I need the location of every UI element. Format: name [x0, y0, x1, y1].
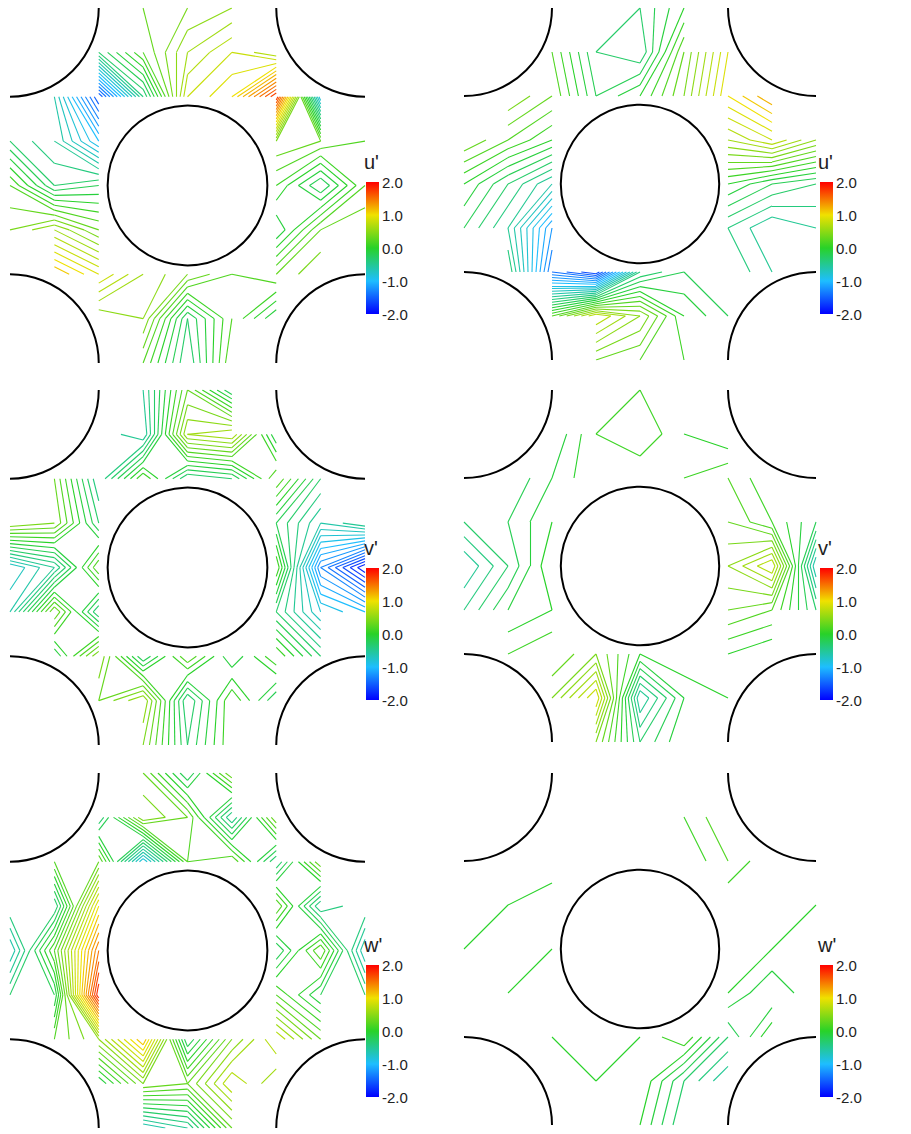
svg-text:-1.0: -1.0 [382, 1056, 408, 1073]
svg-text:w': w' [817, 934, 836, 956]
svg-text:w': w' [363, 934, 382, 956]
svg-text:0.0: 0.0 [836, 626, 857, 643]
svg-text:-2.0: -2.0 [382, 692, 408, 709]
svg-text:-1.0: -1.0 [836, 273, 862, 290]
svg-text:0.0: 0.0 [836, 1023, 857, 1040]
svg-text:1.0: 1.0 [836, 990, 857, 1007]
svg-text:-2.0: -2.0 [382, 306, 408, 323]
svg-text:-2.0: -2.0 [382, 1089, 408, 1106]
svg-text:2.0: 2.0 [836, 560, 857, 577]
svg-text:1.0: 1.0 [382, 990, 403, 1007]
svg-text:0.0: 0.0 [836, 240, 857, 257]
svg-text:1.0: 1.0 [836, 593, 857, 610]
svg-text:2.0: 2.0 [836, 957, 857, 974]
svg-text:v': v' [818, 537, 832, 559]
svg-text:2.0: 2.0 [382, 560, 403, 577]
svg-text:-1.0: -1.0 [382, 659, 408, 676]
svg-text:1.0: 1.0 [836, 207, 857, 224]
svg-text:u': u' [364, 151, 379, 173]
svg-text:2.0: 2.0 [382, 957, 403, 974]
svg-text:1.0: 1.0 [382, 593, 403, 610]
svg-text:0.0: 0.0 [382, 240, 403, 257]
svg-text:-1.0: -1.0 [836, 1056, 862, 1073]
svg-text:1.0: 1.0 [382, 207, 403, 224]
svg-text:-1.0: -1.0 [836, 659, 862, 676]
svg-text:0.0: 0.0 [382, 1023, 403, 1040]
svg-text:2.0: 2.0 [836, 174, 857, 191]
svg-text:v': v' [364, 537, 378, 559]
svg-text:-2.0: -2.0 [836, 306, 862, 323]
svg-text:-2.0: -2.0 [836, 1089, 862, 1106]
svg-text:-2.0: -2.0 [836, 692, 862, 709]
svg-text:u': u' [818, 151, 833, 173]
svg-text:0.0: 0.0 [382, 626, 403, 643]
svg-text:-1.0: -1.0 [382, 273, 408, 290]
svg-text:2.0: 2.0 [382, 174, 403, 191]
